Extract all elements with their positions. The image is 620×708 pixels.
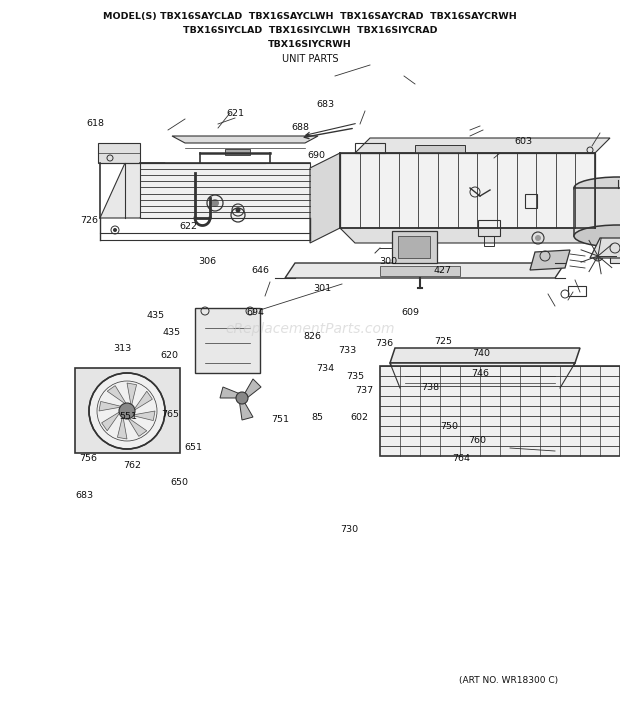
Text: 621: 621 <box>226 109 244 118</box>
Polygon shape <box>98 143 140 163</box>
Circle shape <box>236 207 241 212</box>
Text: 620: 620 <box>160 351 178 360</box>
Polygon shape <box>102 411 121 430</box>
Polygon shape <box>340 153 595 228</box>
Text: 733: 733 <box>338 346 356 355</box>
Text: 694: 694 <box>246 309 264 317</box>
Text: 690: 690 <box>307 152 325 160</box>
Text: 85: 85 <box>311 413 323 422</box>
Polygon shape <box>140 163 310 218</box>
Text: 313: 313 <box>113 344 131 353</box>
Polygon shape <box>310 153 340 243</box>
Text: 602: 602 <box>350 413 368 422</box>
Bar <box>525 194 537 208</box>
Text: 756: 756 <box>79 454 97 462</box>
Polygon shape <box>131 411 155 421</box>
Text: MODEL(S) TBX16SAYCLAD  TBX16SAYCLWH  TBX16SAYCRAD  TBX16SAYCRWH: MODEL(S) TBX16SAYCLAD TBX16SAYCLWH TBX16… <box>103 12 517 21</box>
Bar <box>415 145 465 153</box>
Polygon shape <box>107 386 127 405</box>
Polygon shape <box>355 138 610 153</box>
Polygon shape <box>117 416 127 439</box>
Polygon shape <box>100 163 165 218</box>
Text: 603: 603 <box>515 137 533 146</box>
Polygon shape <box>530 250 570 270</box>
Text: 435: 435 <box>162 329 180 337</box>
Text: eReplacementParts.com: eReplacementParts.com <box>225 322 395 336</box>
Text: 683: 683 <box>316 101 334 109</box>
Circle shape <box>119 403 135 419</box>
Polygon shape <box>244 379 261 398</box>
Bar <box>355 143 385 153</box>
Bar <box>380 366 620 456</box>
Text: 737: 737 <box>355 387 373 395</box>
Text: 734: 734 <box>316 364 334 372</box>
Text: 725: 725 <box>434 337 452 346</box>
Circle shape <box>113 228 117 232</box>
Polygon shape <box>390 348 580 363</box>
Text: 683: 683 <box>76 491 94 500</box>
Bar <box>478 220 500 236</box>
Polygon shape <box>133 392 153 411</box>
Text: 736: 736 <box>375 339 393 348</box>
Text: 646: 646 <box>251 266 269 275</box>
Bar <box>398 236 430 258</box>
Text: TBX16SIYCLAD  TBX16SIYCLWH  TBX16SIYCRAD: TBX16SIYCLAD TBX16SIYCLWH TBX16SIYCRAD <box>183 26 437 35</box>
Circle shape <box>89 373 165 449</box>
Text: 765: 765 <box>161 410 179 418</box>
Polygon shape <box>340 228 610 243</box>
Text: 618: 618 <box>86 120 104 128</box>
Text: (ART NO. WR18300 C): (ART NO. WR18300 C) <box>459 675 558 685</box>
Text: 650: 650 <box>170 479 188 487</box>
Text: 764: 764 <box>453 455 471 463</box>
Polygon shape <box>127 383 136 407</box>
Polygon shape <box>239 402 253 420</box>
Text: 762: 762 <box>123 462 141 470</box>
Text: 651: 651 <box>185 443 203 452</box>
Text: 746: 746 <box>471 370 489 378</box>
Polygon shape <box>99 401 123 411</box>
Circle shape <box>593 251 603 261</box>
Circle shape <box>236 392 248 404</box>
Polygon shape <box>195 308 260 373</box>
Polygon shape <box>590 238 620 258</box>
Text: TBX16SIYCRWH: TBX16SIYCRWH <box>268 40 352 49</box>
Ellipse shape <box>574 225 620 247</box>
Polygon shape <box>127 417 147 436</box>
Text: 551: 551 <box>119 412 137 421</box>
Text: UNIT PARTS: UNIT PARTS <box>281 54 339 64</box>
Text: 730: 730 <box>340 525 358 534</box>
Text: 751: 751 <box>271 415 289 423</box>
Text: 300: 300 <box>379 258 397 266</box>
Bar <box>225 149 250 155</box>
Text: 622: 622 <box>180 222 198 231</box>
Text: 688: 688 <box>291 123 309 132</box>
Text: 826: 826 <box>304 332 322 341</box>
Text: 301: 301 <box>313 285 331 293</box>
Bar <box>568 286 586 296</box>
Bar <box>610 243 620 263</box>
Text: 740: 740 <box>472 350 490 358</box>
Polygon shape <box>172 136 318 143</box>
Text: 726: 726 <box>81 217 99 225</box>
Bar <box>380 266 460 276</box>
Ellipse shape <box>574 177 620 199</box>
Bar <box>574 188 620 236</box>
Polygon shape <box>285 263 565 278</box>
Text: 609: 609 <box>402 309 420 317</box>
Polygon shape <box>390 363 575 388</box>
Text: 750: 750 <box>440 423 458 431</box>
Text: 435: 435 <box>147 311 165 319</box>
Text: 735: 735 <box>346 372 364 381</box>
Circle shape <box>211 199 219 207</box>
Text: 427: 427 <box>434 266 452 275</box>
Bar <box>484 236 494 246</box>
Text: 738: 738 <box>422 384 440 392</box>
Bar <box>392 231 437 263</box>
Circle shape <box>535 235 541 241</box>
Polygon shape <box>220 387 239 398</box>
Text: 306: 306 <box>198 258 216 266</box>
Text: 760: 760 <box>468 436 486 445</box>
Polygon shape <box>75 368 180 453</box>
